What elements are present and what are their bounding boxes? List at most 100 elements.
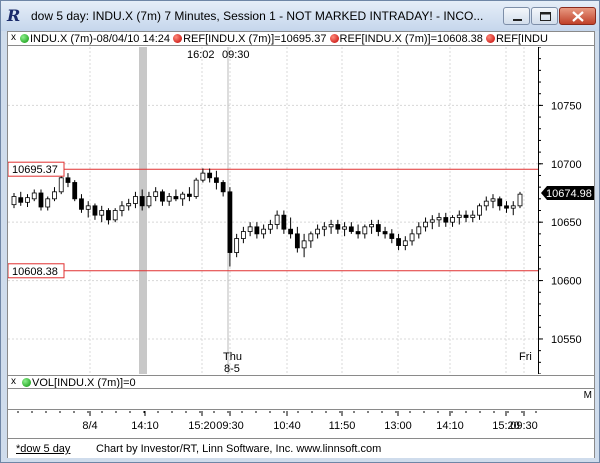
time-tick-label: 09:30 [510, 420, 538, 432]
candle-body [389, 233, 395, 239]
candle-body [517, 193, 523, 207]
candle-body [369, 224, 374, 228]
time-tick-label: 09:30 [216, 420, 244, 432]
price-tick-label: 10700 [551, 159, 582, 171]
candle-body [99, 210, 105, 216]
candle-body [92, 205, 98, 216]
candle-body [139, 196, 145, 207]
candle-body [112, 210, 118, 221]
candle-body [25, 197, 30, 203]
candle-body [126, 203, 132, 207]
candle-body [247, 226, 253, 232]
candle-body [240, 231, 246, 239]
time-tick-label: 14:10 [436, 420, 464, 432]
day-label-thu: Thu [223, 351, 242, 363]
minimize-button[interactable] [503, 7, 530, 25]
price-tick-label: 10650 [551, 217, 582, 229]
candle-body [166, 196, 172, 202]
price-ticks: 10750 10700 10650 10600 10550 [539, 47, 582, 374]
header-items: INDU.X (7m)-08/04/10 14:24 REF[INDU.X (7… [20, 33, 548, 45]
volume-status-icon [22, 378, 31, 387]
price-pane-header: x INDU.X (7m)-08/04/10 14:24 REF[INDU.X … [8, 32, 594, 46]
candle-body [402, 240, 408, 246]
close-pane-icon[interactable]: x [11, 32, 16, 43]
maximize-button[interactable] [531, 7, 558, 25]
price-axis[interactable]: 10750 10700 10650 10600 10550 10674.98 ✳ [538, 47, 594, 374]
symbol-status-icon [20, 34, 29, 43]
grid-lines [8, 47, 538, 374]
candle-body [160, 191, 165, 202]
close-volume-pane-icon[interactable]: x [11, 376, 16, 387]
chart-client-area: x INDU.X (7m)-08/04/10 14:24 REF[INDU.X … [7, 31, 595, 458]
candle-body [173, 196, 179, 200]
cursor-time-label: 16:02 [187, 49, 215, 61]
candle-body [443, 217, 449, 223]
minimize-icon [513, 19, 522, 21]
candle-body [321, 226, 327, 230]
candle-body [450, 217, 455, 223]
ref-status-icon [329, 34, 339, 43]
candle-body [146, 196, 152, 207]
time-tick-label: 15:20 [492, 420, 520, 432]
candle-body [58, 177, 64, 193]
ref-item-1[interactable]: REF[INDU.X (7m)]=10695.37 [183, 33, 327, 45]
candle-body [348, 226, 354, 232]
candle-body [119, 205, 125, 211]
time-tick-label: 15:20 [188, 420, 216, 432]
candle-body [180, 193, 186, 200]
candle-body [456, 214, 462, 218]
title-bar[interactable]: R dow 5 day: INDU.X (7m) 7 Minutes, Sess… [1, 1, 599, 31]
time-ticks: 8/4 14:10 15:20 09:30 10:40 11:50 13:00 14:10 15… [17, 411, 538, 432]
volume-pane[interactable]: M [8, 390, 594, 410]
symbol-item[interactable]: INDU.X (7m)-08/04/10 14:24 [30, 33, 171, 45]
time-tick-label: 13:00 [384, 420, 412, 432]
candle-body [85, 205, 91, 210]
ref-upper-box [8, 161, 65, 177]
volume-label[interactable]: VOL[INDU.X (7m)]=0 [32, 377, 136, 389]
candle-body [409, 233, 415, 242]
candle-body [267, 224, 273, 230]
ref-item-3[interactable]: REF[INDU [495, 33, 548, 45]
candle-body [315, 228, 321, 235]
time-axis[interactable]: 8/4 14:10 15:20 09:30 10:40 11:50 13:00 14:10 15… [8, 411, 594, 439]
ref-lower-label: 10608.38 [12, 266, 58, 278]
ref-lower-box [8, 263, 65, 279]
window-title: dow 5 day: INDU.X (7m) 7 Minutes, Sessio… [31, 9, 484, 23]
candle-body [375, 224, 381, 232]
candle-body [65, 177, 71, 183]
candle-body [490, 198, 496, 202]
candle-body [429, 219, 435, 223]
volume-items: VOL[INDU.X (7m)]=0 [22, 377, 136, 389]
candle-body [301, 240, 307, 249]
candle-body [254, 226, 260, 235]
volume-pane-header: x VOL[INDU.X (7m)]=0 [8, 375, 594, 389]
session-open-label: 09:30 [222, 49, 250, 61]
candle-body [510, 205, 516, 209]
candlestick-series [11, 168, 523, 267]
cursor-band [139, 47, 147, 374]
candle-body [274, 214, 280, 225]
candle-body [106, 210, 111, 221]
last-price-label: 10674.98 [546, 188, 592, 200]
candle-body [335, 224, 341, 230]
close-icon [572, 11, 584, 22]
candle-body [18, 197, 24, 203]
chart-page-tab[interactable]: *dow 5 day [16, 443, 71, 455]
candle-body [477, 205, 482, 216]
candle-body [31, 192, 37, 200]
investor-rt-logo-icon: R [7, 6, 21, 25]
maximize-icon [540, 12, 551, 21]
candle-body [470, 214, 476, 218]
last-price-star-icon: ✳ [538, 188, 539, 200]
ref-item-2[interactable]: REF[INDU.X (7m)]=10608.38 [339, 33, 483, 45]
candle-body [11, 196, 17, 206]
time-tick-label: 8/4 [82, 420, 97, 432]
candle-body [308, 233, 314, 242]
candle-body [342, 226, 347, 230]
candle-body [72, 182, 78, 200]
close-button[interactable] [559, 7, 596, 25]
candle-body [45, 198, 51, 208]
candle-body [423, 221, 428, 228]
price-plot[interactable]: 16:02 09:30 10695.37 10608.38 Thu 8-5 Fr… [8, 47, 538, 374]
